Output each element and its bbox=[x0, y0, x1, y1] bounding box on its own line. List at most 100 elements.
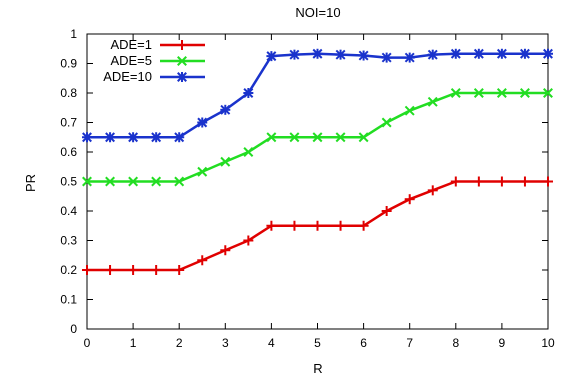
legend-label: ADE=1 bbox=[110, 37, 152, 52]
data-point bbox=[543, 48, 553, 59]
marker-stroke bbox=[496, 88, 507, 98]
data-point bbox=[519, 88, 530, 98]
x-tick-label: 0 bbox=[84, 336, 91, 350]
marker-stroke bbox=[266, 132, 277, 143]
data-point bbox=[358, 132, 369, 143]
marker-stroke bbox=[177, 72, 187, 82]
marker-stroke bbox=[427, 96, 438, 107]
data-point bbox=[496, 176, 507, 187]
data-point bbox=[243, 88, 254, 98]
marker-stroke bbox=[220, 156, 231, 167]
y-tick-label: 0 bbox=[70, 322, 77, 336]
y-tick-label: 0.8 bbox=[60, 86, 77, 100]
marker-stroke bbox=[450, 48, 461, 59]
y-tick-label: 0.6 bbox=[60, 145, 77, 159]
data-point bbox=[450, 176, 461, 187]
data-point bbox=[128, 176, 139, 187]
series-ade-1 bbox=[82, 176, 553, 275]
data-point bbox=[450, 48, 461, 59]
marker-stroke bbox=[519, 88, 530, 98]
x-tick-label: 4 bbox=[268, 336, 275, 350]
data-point bbox=[543, 176, 553, 187]
y-tick-label: 0.7 bbox=[60, 116, 77, 130]
marker-stroke bbox=[450, 88, 461, 98]
marker-stroke bbox=[174, 132, 185, 143]
marker-stroke bbox=[220, 104, 231, 115]
x-tick-label: 3 bbox=[222, 336, 229, 350]
data-point bbox=[289, 132, 300, 143]
data-point bbox=[220, 245, 231, 256]
data-point bbox=[151, 265, 162, 275]
data-point bbox=[243, 235, 254, 246]
data-point bbox=[312, 220, 323, 231]
x-tick-label: 6 bbox=[360, 336, 367, 350]
data-point bbox=[105, 132, 116, 143]
marker-stroke bbox=[82, 132, 92, 143]
data-point bbox=[473, 48, 484, 59]
marker-stroke bbox=[543, 48, 553, 59]
marker-stroke bbox=[174, 176, 185, 187]
legend-label: ADE=5 bbox=[110, 53, 152, 68]
y-tick-label: 1 bbox=[70, 27, 77, 41]
marker-stroke bbox=[312, 48, 323, 59]
data-point bbox=[197, 255, 208, 266]
marker-stroke bbox=[197, 117, 208, 128]
data-point bbox=[128, 132, 139, 143]
data-point bbox=[404, 194, 415, 205]
x-tick-label: 5 bbox=[314, 336, 321, 350]
data-point bbox=[151, 132, 162, 143]
data-point bbox=[543, 88, 553, 98]
data-point bbox=[220, 104, 231, 115]
marker-stroke bbox=[381, 117, 392, 128]
x-axis-label: R bbox=[313, 361, 322, 376]
data-point bbox=[105, 265, 116, 275]
data-point bbox=[335, 132, 346, 143]
marker-stroke bbox=[473, 48, 484, 59]
marker-stroke bbox=[543, 88, 553, 98]
data-point bbox=[427, 185, 438, 196]
series-line bbox=[87, 52, 548, 139]
data-point bbox=[404, 105, 415, 116]
legend-label: ADE=10 bbox=[103, 69, 152, 84]
data-point bbox=[289, 220, 300, 231]
y-tick-label: 0.5 bbox=[60, 175, 77, 189]
x-tick-label: 8 bbox=[452, 336, 459, 350]
marker-stroke bbox=[335, 49, 346, 60]
marker-stroke bbox=[105, 176, 116, 187]
data-point bbox=[174, 265, 185, 275]
data-point bbox=[519, 176, 530, 187]
legend-item: ADE=10 bbox=[103, 69, 205, 84]
marker-stroke bbox=[243, 147, 254, 157]
marker-stroke bbox=[197, 166, 208, 177]
data-point bbox=[450, 88, 461, 98]
marker-stroke bbox=[177, 56, 187, 66]
axes: 00.10.20.30.40.50.60.70.80.910 1 2 3 4 5 6 7 8 9 1… bbox=[60, 27, 555, 350]
data-point bbox=[105, 176, 116, 187]
marker-stroke bbox=[358, 50, 369, 61]
data-point bbox=[174, 176, 185, 187]
x-tick-label: 7 bbox=[406, 336, 413, 350]
marker-stroke bbox=[427, 49, 438, 60]
data-point bbox=[82, 176, 92, 187]
data-point bbox=[82, 265, 92, 275]
marker-stroke bbox=[519, 48, 530, 59]
x-tick-label: 2 bbox=[176, 336, 183, 350]
y-tick-label: 0.4 bbox=[60, 204, 77, 218]
marker-stroke bbox=[128, 176, 139, 187]
data-point bbox=[496, 88, 507, 98]
data-point bbox=[496, 48, 507, 59]
data-point bbox=[197, 117, 208, 128]
data-point bbox=[266, 132, 277, 143]
legend-marker bbox=[177, 56, 187, 66]
marker-stroke bbox=[404, 52, 415, 63]
data-point bbox=[174, 132, 185, 143]
y-tick-label: 0.3 bbox=[60, 234, 77, 248]
series-group bbox=[82, 48, 553, 275]
marker-stroke bbox=[243, 88, 254, 98]
data-point bbox=[197, 166, 208, 177]
series-ade-10 bbox=[82, 48, 553, 143]
marker-stroke bbox=[312, 132, 323, 143]
y-axis-label: PR bbox=[23, 174, 38, 192]
